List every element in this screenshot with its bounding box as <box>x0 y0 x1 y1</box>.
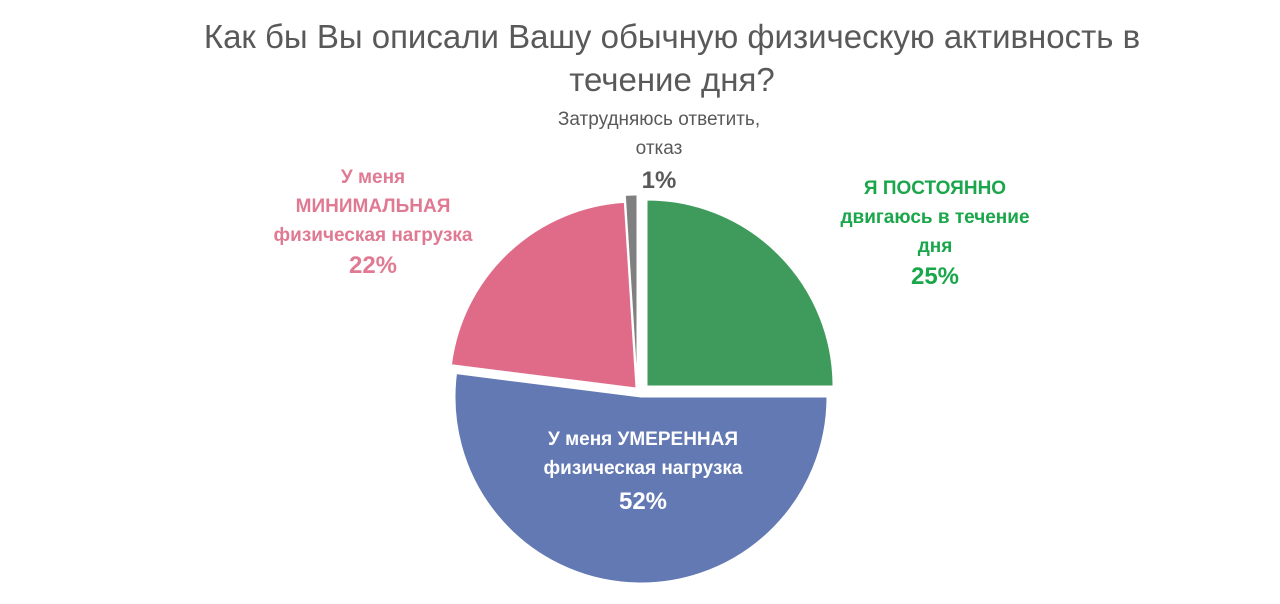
slice-label-4: Затрудняюсь ответить, отказ 1% <box>558 109 760 194</box>
slice-label-line: отказ <box>636 138 683 159</box>
slice-label-2: У меня УМЕРЕННАЯ физическая нагрузка 52% <box>544 429 743 515</box>
slice-label-line: Затрудняюсь ответить, <box>558 109 760 130</box>
pie-slice-4 <box>624 194 638 382</box>
chart-title-line-1: Как бы Вы описали Вашу обычную физическу… <box>204 18 1140 55</box>
pie-slice-3 <box>450 201 637 389</box>
pie-slice-2 <box>454 373 828 584</box>
slice-label-line: дня <box>918 236 953 257</box>
slice-label-line: МИНИМАЛЬНАЯ <box>296 196 451 217</box>
slice-value-label: 52% <box>619 488 667 515</box>
pie-labels: Я ПОСТОЯННО двигаюсь в течение дня 25% У мен… <box>274 109 1030 515</box>
pie-slice-1 <box>646 199 834 387</box>
slice-value-label: 1% <box>642 167 677 194</box>
slice-label-line: физическая нагрузка <box>274 225 473 246</box>
slice-label-1: Я ПОСТОЯННО двигаюсь в течение дня 25% <box>840 178 1029 290</box>
slice-label-line: двигаюсь в течение <box>840 207 1029 228</box>
slice-label-line: Я ПОСТОЯННО <box>864 178 1006 199</box>
slice-label-line: физическая нагрузка <box>544 458 743 479</box>
slice-value-label: 25% <box>911 263 959 290</box>
chart-title-line-2: течение дня? <box>569 61 774 98</box>
slice-label-line: У меня УМЕРЕННАЯ <box>548 429 738 450</box>
slice-value-label: 22% <box>349 252 397 279</box>
slice-label-3: У меня МИНИМАЛЬНАЯ физическая нагрузка 22% <box>274 167 473 279</box>
chart-title: Как бы Вы описали Вашу обычную физическу… <box>204 18 1140 98</box>
pie-slices <box>450 194 834 584</box>
slice-label-line: У меня <box>341 167 405 188</box>
